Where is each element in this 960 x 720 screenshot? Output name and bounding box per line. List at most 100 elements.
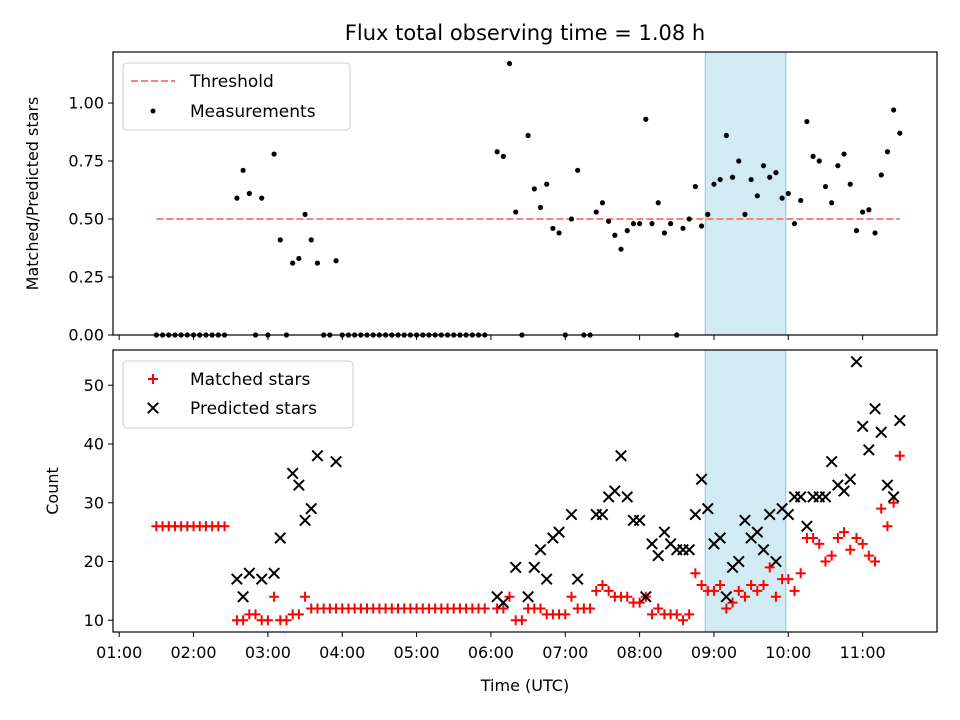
predicted-star-point [794, 490, 807, 503]
measurement-point [692, 183, 698, 190]
matched-star-point [857, 538, 868, 549]
measurement-point [866, 207, 872, 213]
x-stroke [652, 549, 665, 562]
measurement-point [513, 209, 519, 215]
legend-box [122, 360, 354, 429]
matched-star-point [752, 585, 763, 596]
measurement-point [667, 221, 674, 227]
matched-star-point [739, 591, 750, 602]
matched-star-point [708, 585, 719, 596]
x-stroke [299, 514, 311, 527]
legend-label-threshold: Threshold [189, 72, 274, 92]
matched-star-point [783, 574, 794, 585]
bottom-axis-ticks: 10 20 30 40 50 01:00 02:00 03:00 04:00 05:00 06:00… [84, 376, 886, 662]
predicted-star-point [268, 567, 280, 580]
predicted-star-point [701, 502, 714, 515]
measurement-point [779, 195, 785, 201]
measurement-point [308, 237, 314, 243]
predicted-star-point [763, 508, 776, 521]
predicted-star-point [299, 514, 311, 527]
predicted-star-point [893, 414, 906, 427]
predicted-star-point [683, 543, 696, 556]
measurement-point [748, 176, 754, 183]
measurement-point [847, 181, 853, 187]
matched-star-point [250, 609, 261, 620]
x-stroke [534, 543, 547, 556]
matched-star-point [733, 585, 744, 596]
matched-star-point [647, 609, 658, 620]
x-stroke [292, 479, 305, 492]
x-stroke [664, 537, 677, 550]
x-stroke [739, 514, 751, 527]
measurement-point [705, 211, 711, 217]
x-stroke [646, 537, 658, 550]
x-stroke [850, 355, 863, 368]
matched-star-point [219, 521, 230, 532]
matched-star-point [591, 585, 602, 596]
measurement-point [314, 260, 321, 266]
y-tick-label: 50 [84, 376, 104, 395]
predicted-star-point [615, 449, 627, 462]
matched-star-point [839, 527, 850, 538]
predicted-star-point [770, 555, 782, 568]
measurement-point [853, 228, 860, 234]
x-stroke [856, 420, 869, 433]
measurement-point [637, 221, 643, 227]
matched-star-point [516, 615, 527, 626]
y-tick-label: 0.50 [68, 210, 104, 229]
x-stroke [509, 561, 522, 574]
matched-star-point [597, 580, 608, 590]
matched-star-point [498, 603, 509, 614]
x-stroke [268, 567, 280, 580]
matched-star-point [832, 533, 843, 543]
top-axes-frame [112, 51, 938, 336]
predicted-star-point [757, 543, 770, 556]
x-stroke [794, 490, 807, 503]
x-tick-label: 03:00 [245, 643, 291, 662]
predicted-star-point [844, 473, 857, 486]
measurement-point [606, 218, 612, 224]
x-stroke [330, 455, 342, 468]
matched-star-point [746, 580, 757, 590]
matched-star-point [684, 609, 695, 620]
predicted-star-point [231, 573, 243, 586]
predicted-star-point [571, 573, 584, 586]
measurement-point [686, 216, 692, 222]
legend-box [122, 62, 351, 131]
x-stroke [875, 426, 888, 439]
predicted-star-point [497, 596, 510, 609]
predicted-star-point [825, 455, 838, 468]
x-stroke [838, 485, 850, 497]
x-stroke [695, 473, 708, 486]
matched-star-point [281, 615, 292, 626]
predicted-star-point [540, 573, 553, 586]
legend-matched-swatch [148, 374, 158, 384]
x-stroke [243, 567, 256, 580]
predicted-star-point [695, 473, 708, 486]
measurement-point [333, 258, 339, 264]
x-stroke [887, 490, 900, 503]
highlight-span [704, 51, 787, 336]
legend-x-marker [147, 402, 159, 414]
matched-star-point [851, 533, 862, 543]
predicted-star-point [553, 526, 565, 539]
x-stroke [689, 508, 702, 521]
x-stroke [615, 449, 627, 462]
y-tick-label: 0.00 [68, 326, 104, 345]
predicted-star-point [800, 520, 813, 533]
predicted-star-point [522, 590, 535, 603]
matched-star-point [808, 533, 819, 543]
x-stroke [540, 573, 553, 586]
x-stroke [255, 573, 268, 586]
measurement-point [630, 221, 637, 227]
matched-star-point [770, 591, 781, 602]
legend-label-predicted: Predicted stars [190, 399, 317, 419]
x-stroke [844, 473, 857, 486]
measurement-point [767, 174, 773, 180]
x-stroke [763, 508, 776, 521]
predicted-star-point [243, 567, 256, 580]
measurement-point [891, 107, 897, 113]
measurement-point [277, 237, 283, 243]
x-tick-label: 08:00 [617, 643, 663, 662]
